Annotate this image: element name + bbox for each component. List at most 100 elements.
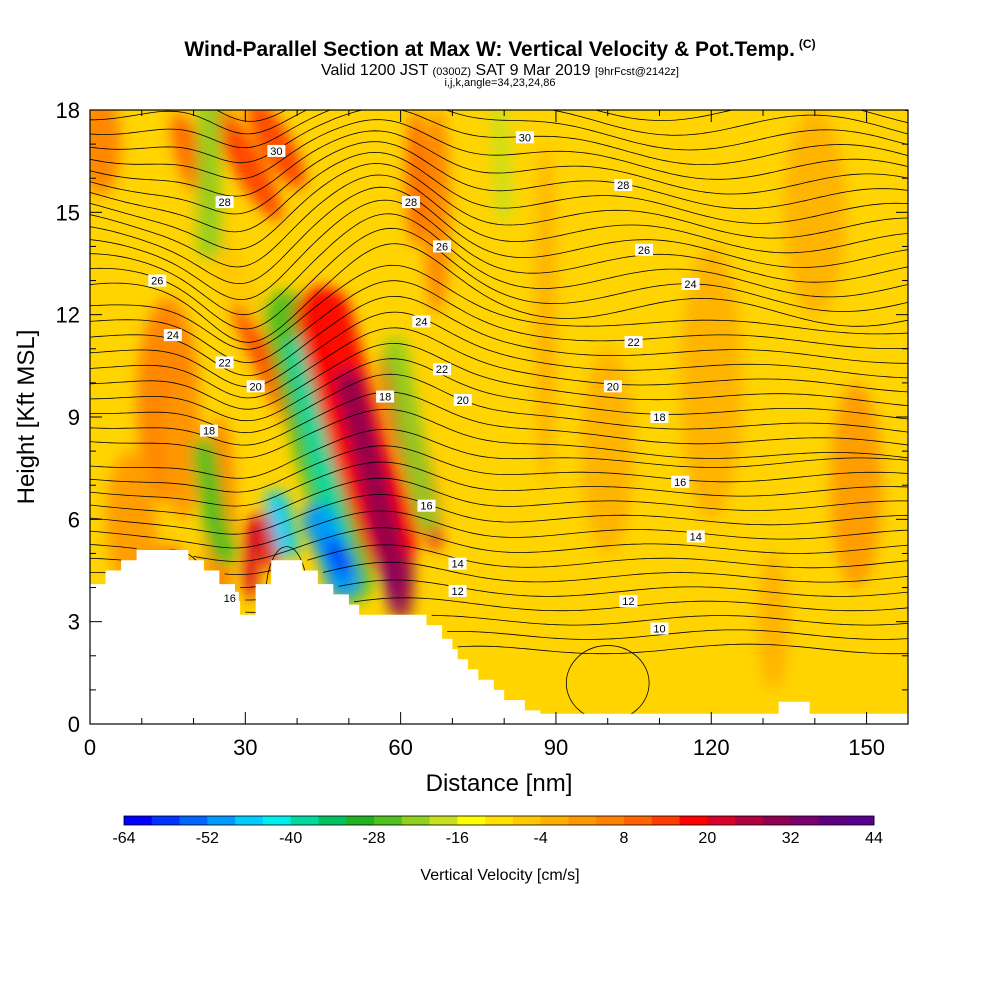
contour-label-text: 30: [519, 132, 531, 144]
isentrope: [90, 243, 908, 343]
isentrope: [431, 614, 908, 626]
contour-label: 18: [650, 411, 669, 424]
velocity-blob: [90, 110, 122, 196]
contour-label-text: 22: [627, 337, 639, 349]
colorbar-swatch: [512, 816, 542, 825]
contour-label-box: [246, 380, 265, 393]
contour-label-box: [603, 380, 622, 393]
isentrope: [90, 477, 908, 521]
isentrope: [90, 408, 908, 459]
contour-label-box: [619, 595, 638, 608]
velocity-blob: [535, 144, 556, 486]
contour-label: 30: [267, 144, 286, 158]
potential-temperature-contours: [90, 110, 908, 721]
contour-label: 12: [448, 584, 467, 598]
colorbar-swatch: [651, 816, 681, 825]
colorbar-tick-label: -4: [534, 830, 548, 847]
colorbar-tick-label: 44: [865, 830, 883, 847]
contour-label-box: [163, 329, 182, 342]
isentrope: [90, 141, 908, 215]
colorbar-swatch: [596, 816, 625, 825]
colorbar-swatch: [707, 816, 736, 825]
isentrope: [90, 119, 908, 180]
contour-label-box: [433, 363, 452, 376]
contour-label-box: [686, 530, 705, 543]
colorbar-tick-label: -52: [196, 830, 219, 847]
valid-date: SAT 9 Mar 2019: [475, 62, 591, 79]
contour-label-text: 20: [250, 381, 262, 393]
contour-label-text: 16: [420, 501, 432, 513]
colorbar-swatch: [429, 816, 458, 825]
y-tick-label: 6: [68, 507, 80, 532]
isentrope: [90, 327, 908, 399]
contour-label-box: [412, 315, 431, 328]
contour-label-text: 24: [167, 330, 179, 342]
isentrope: [90, 110, 908, 165]
contour-label-text: 26: [436, 241, 448, 253]
contour-label-box: [220, 591, 239, 604]
y-tick-label: 18: [56, 98, 80, 123]
contour-label-box: [215, 356, 234, 369]
contour-label-text: 26: [151, 276, 163, 288]
contour-label: 24: [412, 315, 431, 328]
velocity-band: [491, 110, 513, 221]
isentrope: [90, 163, 908, 251]
y-axis-label: Height [Kft MSL]: [13, 330, 40, 505]
contour-label-text: 12: [622, 596, 634, 608]
isentrope: [215, 110, 908, 124]
isentrope: [90, 174, 908, 268]
contour-label: 22: [215, 356, 234, 369]
contour-label: 28: [401, 196, 420, 209]
colorbar-frame: [123, 815, 875, 826]
colorbar-swatch: [762, 816, 792, 825]
isentrope: [90, 186, 908, 285]
colorbar-swatch: [457, 816, 486, 825]
isentrope: [90, 227, 908, 330]
contour-label: 22: [624, 335, 643, 349]
contour-label-text: 26: [638, 245, 650, 257]
isentrope: [90, 561, 908, 588]
colorbar-swatch: [485, 816, 514, 825]
contour-label-text: 22: [218, 357, 230, 369]
contour-label-box: [650, 411, 669, 423]
contour-label-text: 22: [436, 364, 448, 376]
title-main: Wind-Parallel Section at Max W: Vertical…: [184, 38, 795, 61]
forecast-info: [9hrFcst@2142z]: [595, 66, 679, 78]
contour-label: 24: [681, 277, 700, 291]
isentrope: [245, 579, 908, 601]
y-tick-label: 3: [68, 610, 80, 635]
contour-label-text: 10: [653, 623, 665, 635]
contour-labels: 30 30 28 28 28 26 26 26 24 24 24 22 22 22 20 20 20 18 18 18…: [148, 131, 705, 635]
x-tick-label: 120: [693, 735, 730, 760]
velocity-band: [252, 511, 280, 569]
colorbar-tick-label: 8: [620, 830, 629, 847]
colorbar-swatch: [790, 816, 819, 825]
isentrope: [90, 110, 908, 151]
velocity-band: [383, 336, 439, 532]
contour-label: 12: [619, 595, 638, 608]
isentrope: [90, 527, 908, 562]
colorbar-swatch: [735, 816, 764, 825]
contour-label-box: [267, 144, 286, 157]
isentrope: [90, 151, 908, 233]
contour-label-text: 30: [270, 146, 282, 158]
isentrope: [90, 391, 908, 446]
contour-label: 10: [650, 622, 669, 635]
isentrope: [90, 342, 908, 410]
contour-label: 14: [448, 557, 467, 571]
colorbar-swatch: [151, 816, 181, 825]
contour-label-box: [200, 424, 219, 437]
velocity-blob: [423, 110, 450, 315]
isentrope: [90, 358, 908, 422]
isentrope: [447, 629, 908, 640]
contour-label-box: [515, 131, 534, 144]
colorbar-swatch: [679, 816, 708, 825]
chart-title: Wind-Parallel Section at Max W: Vertical…: [0, 37, 1000, 62]
contour-label-box: [433, 240, 452, 253]
contour-label: 24: [163, 329, 182, 342]
isentrope: [90, 494, 908, 535]
colorbar-swatch: [179, 816, 208, 825]
x-tick-label: 30: [233, 735, 257, 760]
colorbar-swatch: [624, 816, 653, 825]
